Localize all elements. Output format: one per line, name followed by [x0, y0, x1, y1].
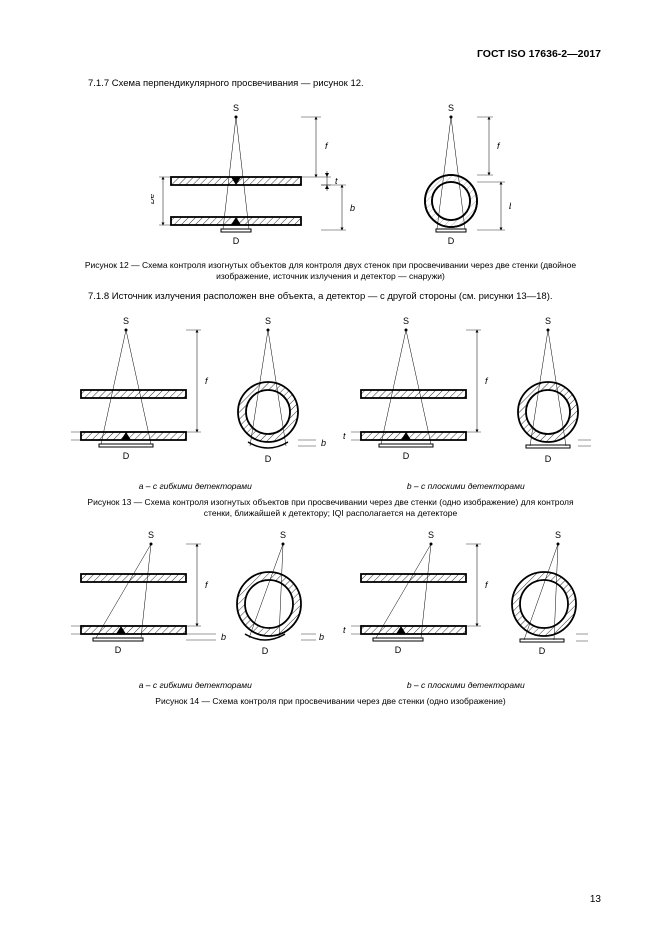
figure-12: D S f t — [60, 99, 601, 254]
svg-text:f: f — [497, 141, 501, 151]
figure-14: S D t f b — [60, 526, 601, 676]
svg-text:S: S — [544, 316, 550, 326]
page-number: 13 — [590, 894, 601, 905]
svg-text:D: D — [261, 646, 268, 656]
svg-text:D: D — [394, 645, 401, 655]
svg-text:S: S — [554, 530, 560, 540]
figure-13-svg: S D t f S — [71, 312, 591, 472]
figure-13-label-a: a – с гибкими детекторами — [60, 481, 331, 491]
svg-text:b: b — [221, 632, 226, 642]
section-7-1-7: 7.1.7 Схема перпендикулярного просвечива… — [60, 78, 601, 91]
svg-text:D: D — [264, 454, 271, 464]
figure-14-sublabels: a – с гибкими детекторами b – с плоскими… — [60, 680, 601, 690]
svg-text:b: b — [319, 632, 324, 642]
svg-text:S: S — [264, 316, 270, 326]
label-b: b — [350, 203, 355, 213]
svg-text:f: f — [205, 376, 209, 386]
page-container: ГОСТ ISO 17636-2—2017 7.1.7 Схема перпен… — [0, 0, 661, 935]
figure-14-label-a: a – с гибкими детекторами — [60, 680, 331, 690]
figure-13: S D t f S — [60, 312, 601, 477]
svg-text:D: D — [122, 451, 129, 461]
label-D: D — [447, 236, 454, 246]
figure-14-caption: Рисунок 14 — Схема контроля при просвечи… — [80, 696, 581, 707]
svg-text:f: f — [485, 376, 489, 386]
svg-text:S: S — [402, 316, 408, 326]
figure-14-label-b: b – с плоскими детекторами — [331, 680, 602, 690]
svg-text:D: D — [544, 454, 551, 464]
label-D: D — [232, 236, 239, 246]
svg-text:S: S — [122, 316, 128, 326]
svg-text:t: t — [343, 431, 346, 441]
figure-12-svg: D S f t — [151, 99, 511, 249]
figure-12-caption: Рисунок 12 — Схема контроля изогнутых об… — [80, 260, 581, 283]
svg-text:b: b — [321, 438, 326, 448]
svg-text:D: D — [402, 451, 409, 461]
label-S: S — [447, 103, 453, 113]
label-f: f — [325, 141, 329, 151]
label-S: S — [232, 103, 238, 113]
figure-13-label-b: b – с плоскими детекторами — [331, 481, 602, 491]
svg-text:D: D — [538, 646, 545, 656]
section-7-1-8: 7.1.8 Источник излучения расположен вне … — [60, 291, 601, 304]
svg-text:S: S — [147, 530, 153, 540]
figure-13-caption: Рисунок 13 — Схема контроля изогнутых об… — [80, 497, 581, 520]
header-standard-code: ГОСТ ISO 17636-2—2017 — [60, 48, 601, 60]
svg-text:f: f — [205, 580, 209, 590]
svg-text:S: S — [427, 530, 433, 540]
svg-text:t: t — [343, 625, 346, 635]
svg-text:f: f — [485, 580, 489, 590]
label-De: De — [151, 193, 156, 204]
figure-14-svg: S D t f b — [71, 526, 591, 671]
svg-text:b: b — [509, 201, 511, 211]
label-t: t — [335, 176, 338, 186]
svg-text:D: D — [114, 645, 121, 655]
svg-text:S: S — [279, 530, 285, 540]
figure-13-sublabels: a – с гибкими детекторами b – с плоскими… — [60, 481, 601, 491]
